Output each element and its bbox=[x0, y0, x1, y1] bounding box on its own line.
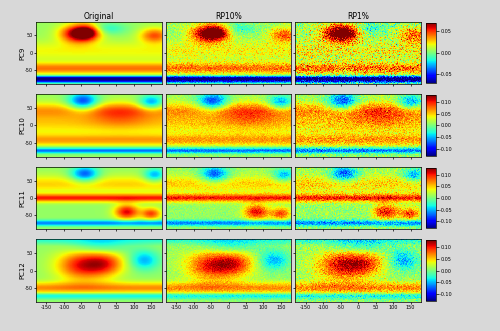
Title: RP1%: RP1% bbox=[347, 13, 369, 22]
Title: RP10%: RP10% bbox=[215, 13, 242, 22]
Y-axis label: PC9: PC9 bbox=[20, 46, 26, 60]
Y-axis label: PC11: PC11 bbox=[20, 189, 26, 207]
Title: Original: Original bbox=[84, 13, 114, 22]
Y-axis label: PC10: PC10 bbox=[20, 117, 26, 134]
Y-axis label: PC12: PC12 bbox=[20, 262, 26, 279]
